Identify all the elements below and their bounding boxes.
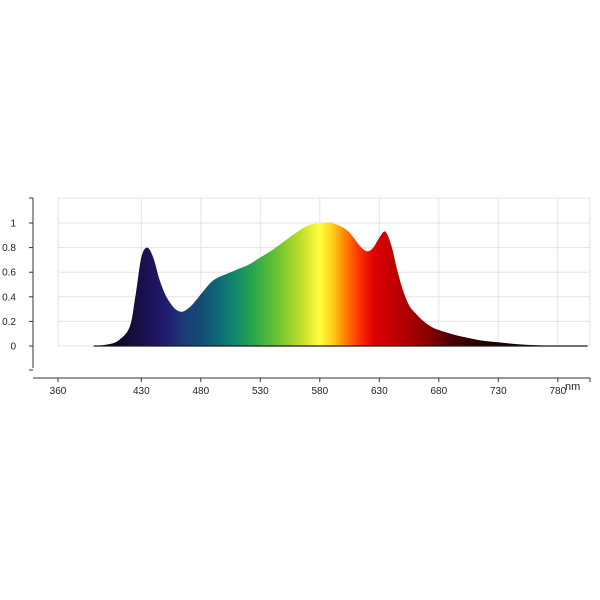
y-tick-label: 0.6 bbox=[2, 268, 16, 279]
x-tick-label: 530 bbox=[252, 386, 269, 397]
y-tick-label: 0.4 bbox=[2, 292, 16, 303]
x-tick-label: 480 bbox=[192, 386, 209, 397]
x-tick-label: 680 bbox=[430, 386, 447, 397]
spectrum-area-layer bbox=[93, 222, 588, 347]
y-tick-labels: 0 0.2 0.4 0.6 0.8 1 bbox=[2, 219, 16, 353]
x-tick-label: 780 bbox=[549, 386, 566, 397]
x-tick-label: 360 bbox=[50, 386, 67, 397]
y-tick-label: 0.2 bbox=[2, 317, 16, 328]
y-tick-label: 0.8 bbox=[2, 243, 16, 254]
axes bbox=[29, 197, 591, 382]
x-tick-labels: 360 430 480 530 580 630 680 730 780 bbox=[50, 386, 567, 397]
x-unit-label: nm bbox=[565, 381, 580, 393]
x-tick-label: 580 bbox=[311, 386, 328, 397]
y-tick-label: 0 bbox=[10, 342, 16, 353]
x-tick-label: 730 bbox=[490, 386, 507, 397]
y-tick-label: 1 bbox=[10, 219, 16, 230]
spectrum-area bbox=[93, 222, 588, 346]
x-tick-label: 630 bbox=[371, 386, 388, 397]
x-tick-label: 430 bbox=[133, 386, 150, 397]
